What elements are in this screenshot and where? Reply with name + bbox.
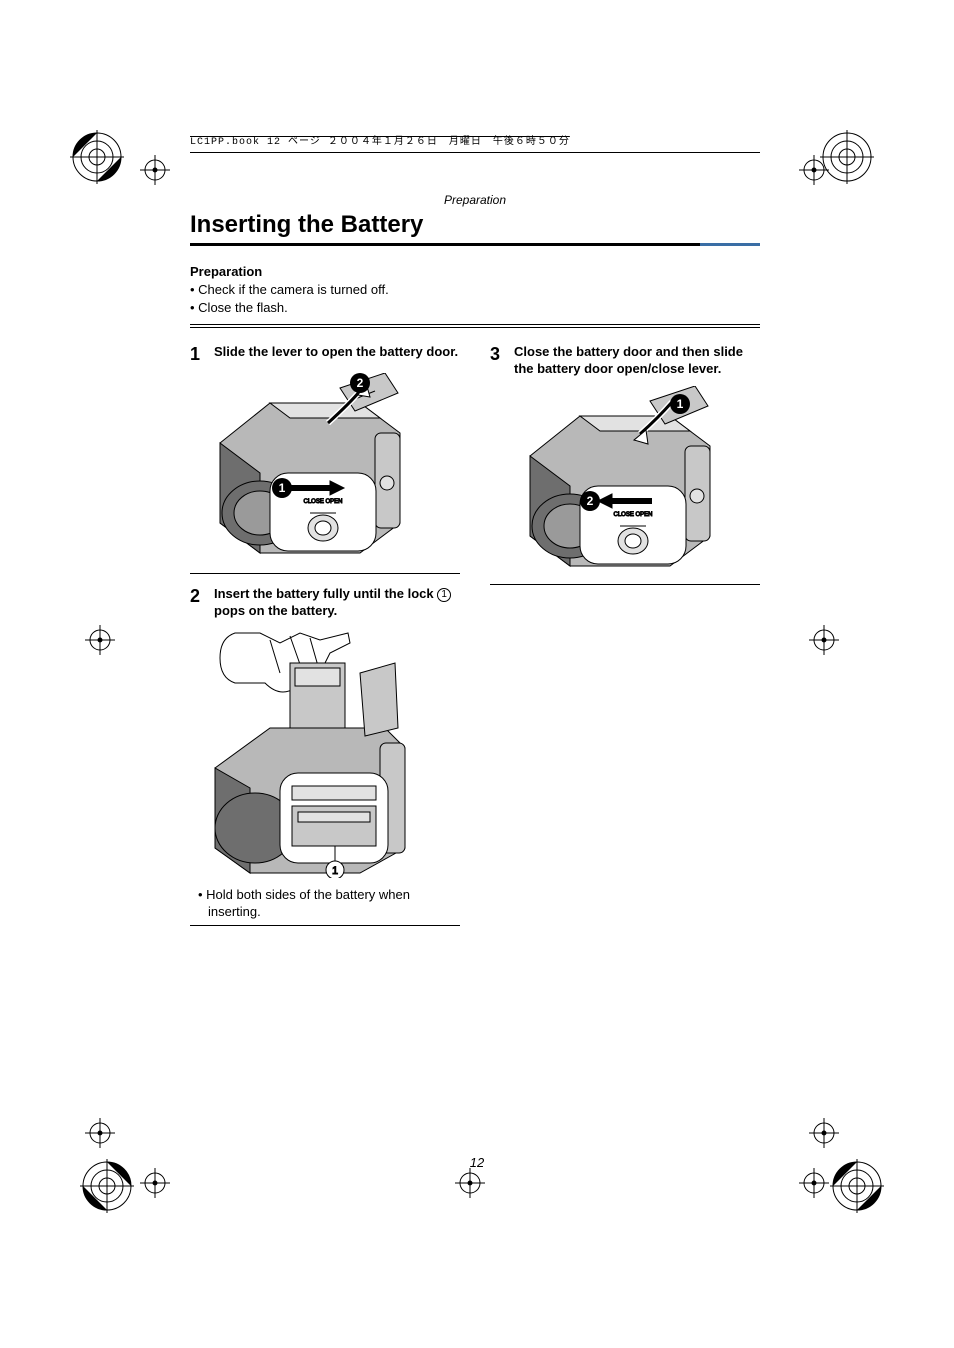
- reg-mark-top-left: [70, 130, 124, 189]
- step-text: Slide the lever to open the battery door…: [214, 344, 460, 365]
- step-text: Insert the battery fully until the lock …: [214, 586, 460, 620]
- right-column: 3 Close the battery door and then slide …: [490, 344, 760, 934]
- page-number: 12: [0, 1155, 954, 1170]
- title-rule: [190, 243, 760, 246]
- step-2: 2 Insert the battery fully until the loc…: [190, 586, 460, 620]
- crosshair-icon: [455, 1168, 485, 1198]
- step-divider: [490, 584, 760, 585]
- preparation-label: Preparation: [190, 264, 760, 279]
- step-number: 2: [190, 586, 204, 620]
- page-title: Inserting the Battery: [190, 211, 760, 239]
- callout-ref: 1: [437, 588, 451, 602]
- crosshair-icon: [809, 625, 839, 655]
- preparation-bullets: Check if the camera is turned off. Close…: [190, 281, 760, 316]
- crosshair-icon: [799, 155, 829, 185]
- svg-text:1: 1: [677, 397, 684, 411]
- step2-note: Hold both sides of the battery when inse…: [208, 886, 460, 921]
- crosshair-icon: [85, 1118, 115, 1148]
- prep-bullet: Check if the camera is turned off.: [190, 281, 760, 299]
- svg-text:2: 2: [587, 494, 594, 508]
- svg-text:1: 1: [332, 865, 338, 877]
- crosshair-icon: [140, 1168, 170, 1198]
- step-divider: [190, 573, 460, 574]
- crosshair-icon: [799, 1168, 829, 1198]
- step-number: 1: [190, 344, 204, 365]
- prep-bullet: Close the flash.: [190, 299, 760, 317]
- lever-label: CLOSE OPEN: [303, 499, 342, 505]
- crosshair-icon: [140, 155, 170, 185]
- page-content: LC1PP.book 12 ページ ２００４年１月２６日 月曜日 午後６時５０分…: [190, 130, 760, 934]
- step-divider: [190, 925, 460, 926]
- step-number: 3: [490, 344, 504, 378]
- book-header-text: LC1PP.book 12 ページ ２００４年１月２６日 月曜日 午後６時５０分: [190, 137, 570, 148]
- crosshair-icon: [85, 625, 115, 655]
- svg-text:1: 1: [279, 481, 286, 495]
- crosshair-icon: [809, 1118, 839, 1148]
- figure-step2: 1: [210, 628, 410, 878]
- book-header: LC1PP.book 12 ページ ２００４年１月２６日 月曜日 午後６時５０分: [190, 130, 760, 153]
- figure-step3: CLOSE OPEN 1 2: [520, 386, 720, 576]
- step-1: 1 Slide the lever to open the battery do…: [190, 344, 460, 365]
- running-head: Preparation: [190, 193, 760, 207]
- lever-label: CLOSE OPEN: [613, 512, 652, 518]
- step-text: Close the battery door and then slide th…: [514, 344, 760, 378]
- figure-step1: CLOSE OPEN 1 2: [210, 373, 410, 563]
- left-column: 1 Slide the lever to open the battery do…: [190, 344, 460, 934]
- step-3: 3 Close the battery door and then slide …: [490, 344, 760, 378]
- double-rule: [190, 324, 760, 328]
- svg-text:2: 2: [357, 376, 364, 390]
